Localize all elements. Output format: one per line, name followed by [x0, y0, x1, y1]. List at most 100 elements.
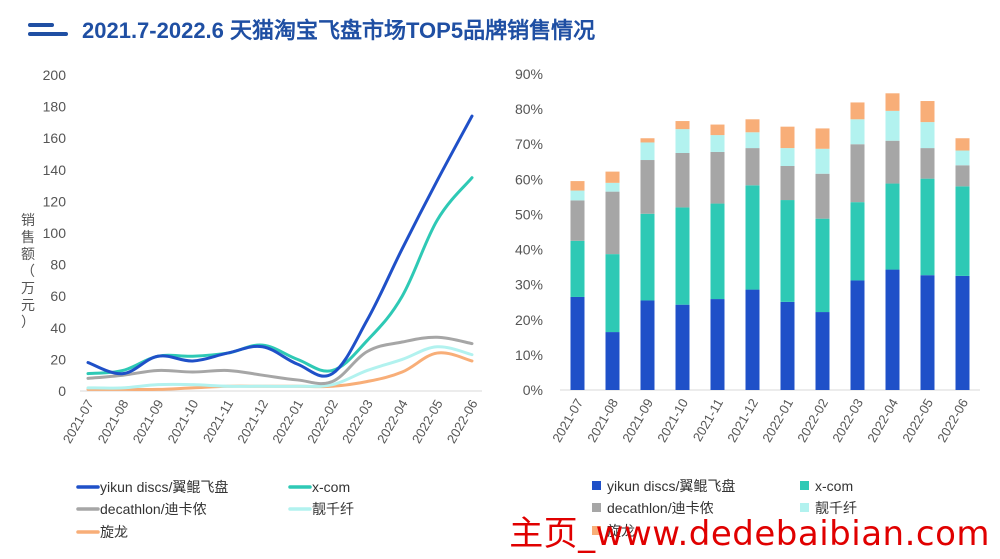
bar-segment-xuanlong: [885, 93, 900, 111]
right-ytick-label: 0%: [523, 382, 543, 398]
bar-segment-xcom: [710, 203, 725, 300]
left-xtick-label: 2022-03: [339, 397, 376, 446]
right-xtick-label: 2022-05: [899, 396, 936, 445]
watermark: 主页_www.dedebaibian.com: [509, 514, 990, 554]
left-xtick-label: 2022-06: [444, 397, 481, 446]
bar-segment-decathlon: [675, 153, 690, 208]
bar-segment-decathlon: [570, 200, 585, 241]
bar-segment-yikun: [815, 312, 830, 390]
bar-segment-xuanlong: [955, 138, 970, 151]
left-ytick-label: 20: [50, 351, 66, 367]
bar-segment-yikun: [710, 299, 725, 390]
bar-segment-liangqianxian: [850, 119, 865, 145]
right-xtick-label: 2021-10: [654, 396, 691, 445]
bar-segment-liangqianxian: [815, 148, 830, 174]
line-series-liangqianxian: [86, 345, 474, 390]
legend-label-xuanlong: 旋龙: [607, 523, 635, 539]
right-ytick-label: 60%: [515, 171, 543, 187]
bar-segment-decathlon: [605, 191, 620, 255]
bar-segment-xcom: [745, 185, 760, 290]
right-xtick-label: 2022-01: [759, 396, 796, 445]
bar-segment-yikun: [605, 332, 620, 390]
bar-segment-decathlon: [955, 165, 970, 187]
right-xtick-label: 2022-04: [864, 396, 901, 445]
legend-swatch-decathlon: [592, 503, 601, 512]
bar-segment-yikun: [885, 269, 900, 390]
bar-segment-xcom: [605, 254, 620, 333]
left-ytick-label: 80: [50, 257, 66, 273]
bar-segment-decathlon: [885, 140, 900, 184]
left-ytick-label: 60: [50, 288, 66, 304]
bar-segment-xcom: [570, 240, 585, 297]
bar-segment-yikun: [850, 280, 865, 390]
left-xtick-label: 2021-09: [130, 397, 167, 446]
legend-label-yikun: yikun discs/翼鲲飞盘: [607, 478, 735, 494]
legend-label-liangqianxian: 靓千纤: [312, 501, 354, 517]
bar-segment-liangqianxian: [920, 122, 935, 149]
right-xtick-label: 2022-06: [934, 396, 971, 445]
left-ytick-label: 180: [43, 99, 67, 115]
bar-segment-xuanlong: [605, 171, 620, 183]
legend-label-xcom: x-com: [312, 479, 350, 495]
right-ytick-label: 50%: [515, 206, 543, 222]
bar-segment-liangqianxian: [605, 182, 620, 192]
left-ytick-label: 200: [43, 67, 67, 83]
bar-segment-xcom: [640, 213, 655, 301]
left-xtick-label: 2021-08: [95, 397, 132, 446]
left-xtick-label: 2022-04: [374, 397, 411, 446]
bar-segment-xuanlong: [675, 121, 690, 130]
legend-label-liangqianxian: 靓千纤: [815, 500, 857, 516]
right-ytick-label: 70%: [515, 136, 543, 152]
right-xtick-label: 2021-07: [549, 396, 586, 445]
bar-segment-xuanlong: [640, 138, 655, 143]
legend-swatch-xcom: [800, 481, 809, 490]
legend-swatch-xuanlong: [592, 526, 601, 535]
right-ytick-label: 10%: [515, 347, 543, 363]
page-title: 2021.7-2022.6 天猫淘宝飞盘市场TOP5品牌销售情况: [82, 18, 596, 43]
right-ytick-label: 40%: [515, 242, 543, 258]
left-xtick-label: 2021-10: [164, 397, 201, 446]
legend-swatch-yikun: [592, 481, 601, 490]
bar-segment-decathlon: [745, 148, 760, 186]
bar-segment-xuanlong: [570, 181, 585, 191]
bar-segment-decathlon: [815, 173, 830, 219]
bar-segment-liangqianxian: [955, 150, 970, 166]
bar-segment-yikun: [745, 289, 760, 390]
bar-segment-liangqianxian: [885, 110, 900, 141]
left-ytick-label: 0: [58, 383, 66, 399]
left-ytick-label: 160: [43, 130, 67, 146]
bar-segment-liangqianxian: [710, 135, 725, 152]
bar-segment-liangqianxian: [675, 129, 690, 153]
title-bar: 2021.7-2022.6 天猫淘宝飞盘市场TOP5品牌销售情况: [28, 8, 595, 50]
left-xtick-label: 2022-05: [409, 397, 446, 446]
right-xtick-label: 2021-08: [584, 396, 621, 445]
bar-segment-xcom: [850, 202, 865, 281]
bar-segment-decathlon: [710, 151, 725, 204]
right-xtick-label: 2022-03: [829, 396, 866, 445]
bar-segment-decathlon: [640, 160, 655, 214]
left-xtick-label: 2021-12: [234, 397, 271, 446]
bar-segment-xuanlong: [710, 124, 725, 136]
left-ytick-label: 140: [43, 162, 67, 178]
bar-segment-xcom: [815, 218, 830, 313]
bar-segment-xuanlong: [850, 102, 865, 120]
bar-segment-xuanlong: [780, 126, 795, 149]
bar-segment-liangqianxian: [570, 190, 585, 201]
bar-segment-xuanlong: [815, 128, 830, 149]
left-ylabel: 销售额（万元）: [21, 212, 35, 330]
bar-segment-xuanlong: [920, 101, 935, 123]
left-xtick-label: 2022-01: [269, 397, 306, 446]
right-xtick-label: 2021-12: [724, 396, 761, 445]
left-ytick-label: 120: [43, 193, 67, 209]
bar-segment-yikun: [780, 301, 795, 390]
left-ytick-label: 100: [43, 225, 67, 241]
bar-segment-xcom: [780, 200, 795, 302]
bar-segment-xcom: [920, 178, 935, 276]
legend-label-yikun: yikun discs/翼鲲飞盘: [100, 479, 228, 495]
title-bars-icon: [28, 15, 70, 43]
bar-segment-liangqianxian: [640, 142, 655, 161]
bar-segment-yikun: [675, 304, 690, 390]
right-ytick-label: 20%: [515, 312, 543, 328]
bar-segment-yikun: [955, 275, 970, 390]
